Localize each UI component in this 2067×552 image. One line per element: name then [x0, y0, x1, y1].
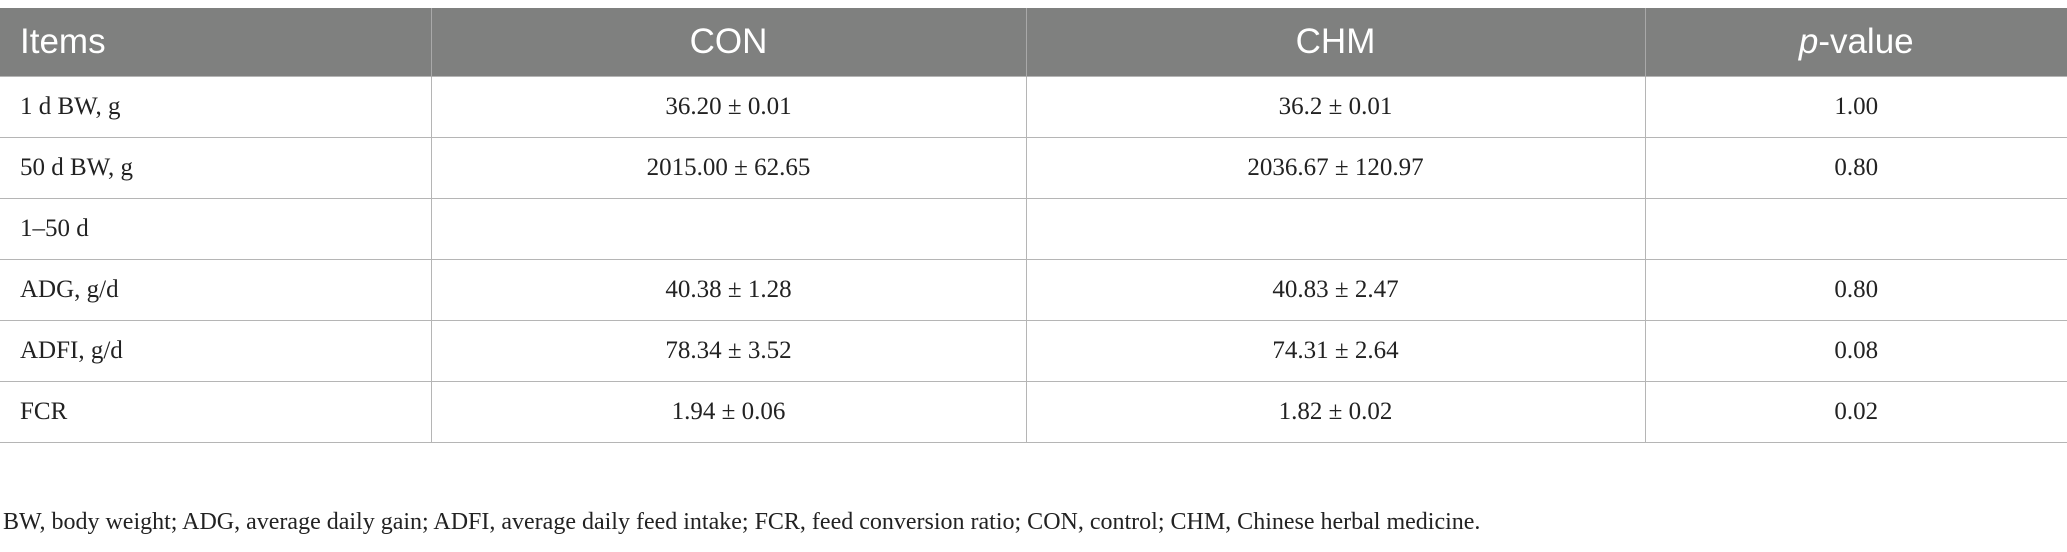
- cell-p-value: [1644, 198, 2067, 260]
- table-row: FCR 1.94 ± 0.06 1.82 ± 0.02 0.02: [0, 381, 2067, 443]
- cell-con: 2015.00 ± 62.65: [430, 137, 1027, 199]
- table-row: 50 d BW, g 2015.00 ± 62.65 2036.67 ± 120…: [0, 137, 2067, 199]
- cell-chm: 2036.67 ± 120.97: [1025, 137, 1646, 199]
- table-row: ADG, g/d 40.38 ± 1.28 40.83 ± 2.47 0.80: [0, 259, 2067, 321]
- table-footnote: BW, body weight; ADG, average daily gain…: [3, 509, 1481, 535]
- cell-item: ADG, g/d: [0, 259, 432, 321]
- cell-chm: 1.82 ± 0.02: [1025, 381, 1646, 443]
- header-chm: CHM: [1025, 8, 1646, 77]
- cell-p-value: 0.80: [1644, 259, 2067, 321]
- cell-chm: 74.31 ± 2.64: [1025, 320, 1646, 382]
- header-p-value: p-value: [1644, 8, 2067, 77]
- cell-chm: [1025, 198, 1646, 260]
- table-row: 1 d BW, g 36.20 ± 0.01 36.2 ± 0.01 1.00: [0, 76, 2067, 138]
- cell-item: ADFI, g/d: [0, 320, 432, 382]
- cell-con: 36.20 ± 0.01: [430, 76, 1027, 138]
- cell-item: 1–50 d: [0, 198, 432, 260]
- table-header: Items CON CHM p-value: [0, 8, 2067, 77]
- cell-p-value: 0.80: [1644, 137, 2067, 199]
- cell-item: FCR: [0, 381, 432, 443]
- header-con: CON: [430, 8, 1027, 77]
- table-body: 1 d BW, g 36.20 ± 0.01 36.2 ± 0.01 1.00 …: [0, 76, 2067, 443]
- cell-chm: 36.2 ± 0.01: [1025, 76, 1646, 138]
- results-table: Items CON CHM p-value 1 d BW, g 36.20 ± …: [0, 8, 2067, 443]
- header-p-letter: p: [1798, 22, 1819, 61]
- cell-con: 78.34 ± 3.52: [430, 320, 1027, 382]
- table-row: 1–50 d: [0, 198, 2067, 260]
- cell-con: 1.94 ± 0.06: [430, 381, 1027, 443]
- cell-con: 40.38 ± 1.28: [430, 259, 1027, 321]
- cell-p-value: 1.00: [1644, 76, 2067, 138]
- cell-item: 1 d BW, g: [0, 76, 432, 138]
- header-row: Items CON CHM p-value: [0, 8, 2067, 77]
- header-p-suffix: -value: [1818, 22, 1914, 61]
- table-row: ADFI, g/d 78.34 ± 3.52 74.31 ± 2.64 0.08: [0, 320, 2067, 382]
- cell-chm: 40.83 ± 2.47: [1025, 259, 1646, 321]
- header-items: Items: [0, 8, 432, 77]
- data-table-container: Items CON CHM p-value 1 d BW, g 36.20 ± …: [0, 8, 2067, 443]
- cell-p-value: 0.02: [1644, 381, 2067, 443]
- cell-con: [430, 198, 1027, 260]
- cell-p-value: 0.08: [1644, 320, 2067, 382]
- cell-item: 50 d BW, g: [0, 137, 432, 199]
